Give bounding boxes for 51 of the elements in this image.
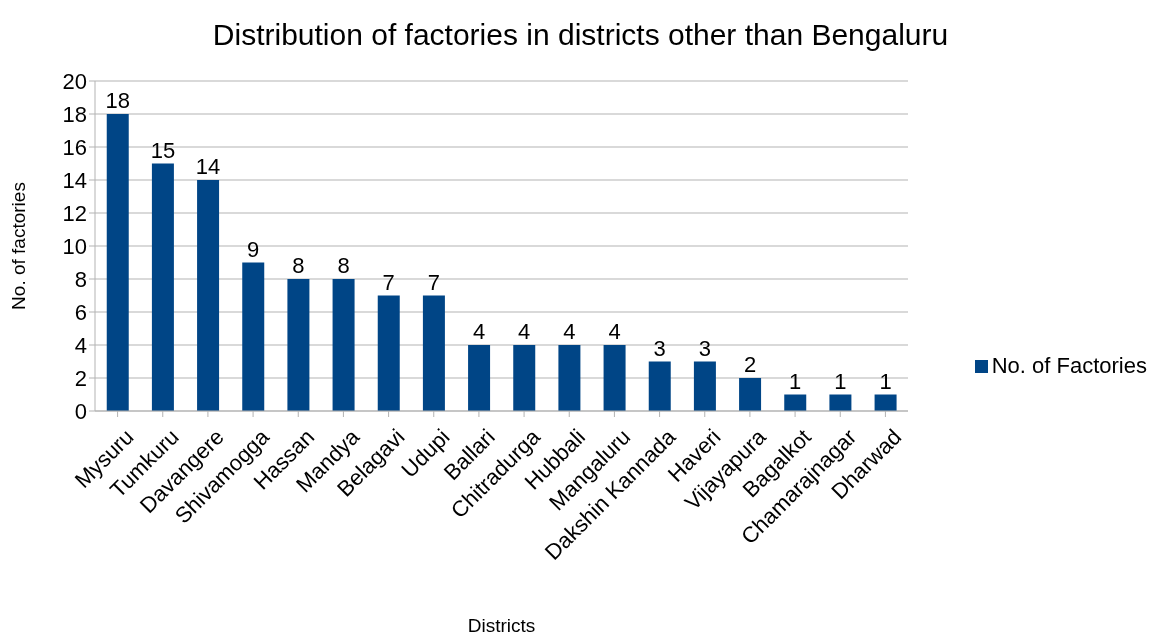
data-label: 3: [698, 335, 712, 361]
bar: [874, 394, 897, 411]
data-label: 8: [292, 253, 305, 278]
bar: [603, 345, 626, 411]
data-label: 2: [743, 352, 757, 377]
y-tick-label: 12: [62, 200, 87, 226]
data-label: 1: [789, 368, 802, 394]
bar: [106, 114, 129, 411]
y-tick-label: 0: [74, 398, 87, 424]
y-tick-label: 6: [74, 299, 87, 325]
y-tick-label: 16: [62, 134, 87, 160]
data-label: 4: [518, 319, 531, 344]
data-label: 15: [150, 137, 176, 163]
x-axis-title: Districts: [467, 615, 536, 632]
data-label: 1: [879, 368, 892, 394]
bar: [422, 295, 445, 411]
y-tick-label: 14: [62, 167, 87, 193]
data-label: 4: [472, 319, 486, 344]
bar: [468, 345, 491, 411]
bar: [739, 378, 762, 411]
data-label: 7: [427, 269, 441, 295]
data-label: 1: [834, 368, 847, 394]
bar: [829, 394, 852, 411]
bar: [151, 163, 174, 411]
y-tick-label: 2: [74, 365, 87, 391]
data-label: 14: [195, 154, 221, 179]
bar: [242, 262, 265, 411]
bar: [513, 345, 536, 411]
data-label: 4: [608, 319, 621, 344]
legend-label: No. of Factories: [990, 353, 1147, 379]
bar: [287, 279, 310, 411]
y-tick-label: 18: [62, 101, 87, 127]
data-label: 7: [382, 269, 395, 295]
bar: [693, 361, 716, 411]
bar: [648, 361, 671, 411]
y-tick-label: 20: [62, 68, 87, 94]
bar: [332, 279, 355, 411]
data-label: 9: [247, 236, 260, 262]
y-tick-label: 8: [74, 266, 87, 292]
data-label: 3: [653, 335, 666, 361]
y-tick-label: 4: [74, 332, 87, 358]
bar: [377, 295, 400, 411]
data-label: 18: [105, 88, 130, 113]
data-label: 8: [337, 253, 350, 278]
bar: [197, 180, 220, 411]
data-label: 4: [563, 319, 576, 344]
bar: [784, 394, 807, 411]
chart-title: Distribution of factories in districts other than Bengaluru: [211, 18, 950, 52]
bar: [558, 345, 581, 411]
y-tick-label: 10: [62, 233, 87, 259]
y-axis-title: No. of factories: [7, 182, 29, 310]
